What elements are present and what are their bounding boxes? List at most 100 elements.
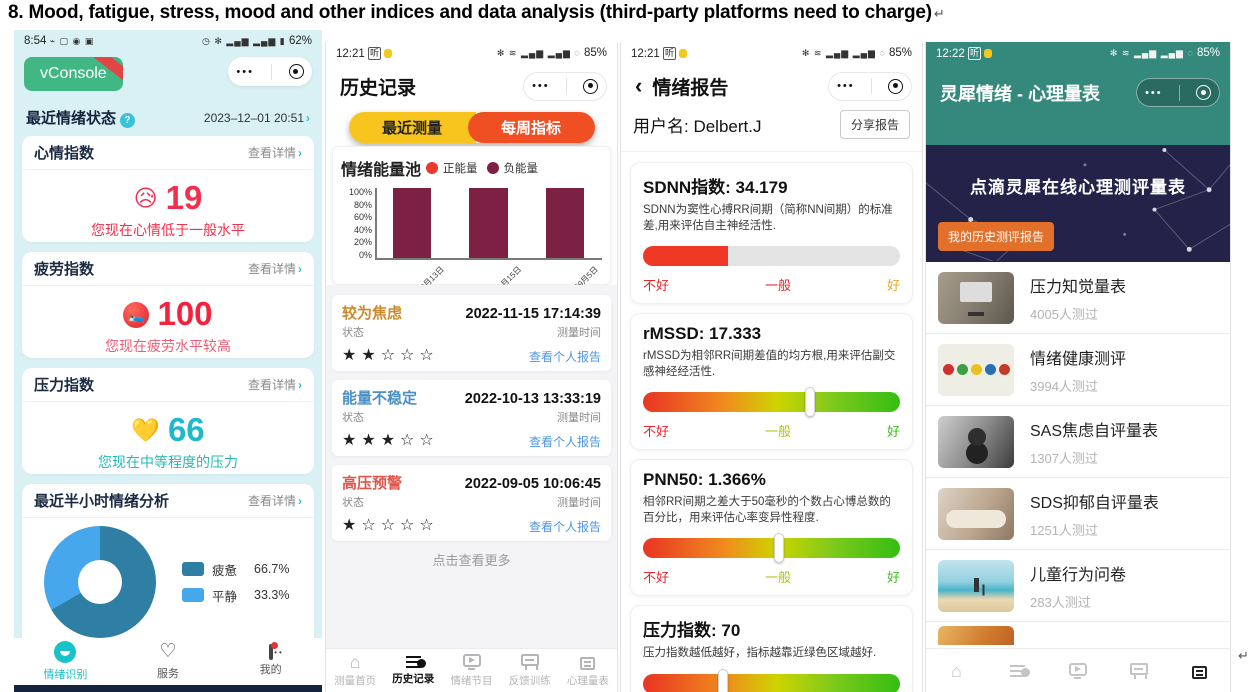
close-circle-icon[interactable] [1195, 85, 1211, 100]
star-rating: ★★☆☆☆ [342, 347, 439, 364]
more-menu-icon[interactable]: ••• [1145, 86, 1163, 99]
view-report-link[interactable]: 查看个人报告 [528, 349, 601, 364]
fatigue-index-card: 疲劳指数 查看详情 › 🛌 100 您现在疲劳水平较高 [22, 252, 314, 358]
help-icon[interactable]: ? [120, 113, 136, 128]
scale-item-partial[interactable] [926, 622, 1230, 645]
panel-emotion-report: 12:21 听 ✻ ≋ ▂▄▆ ▂▄▆ ◌ 85% ‹ 情绪报告 ••• 用户名:… [620, 42, 923, 692]
tab-weekly-index[interactable]: 每周指标 [467, 112, 595, 143]
record-item[interactable]: 较为焦虑 2022-11-15 17:14:39 状态 测量时间 ★★☆☆☆ 查看个人… [332, 295, 611, 371]
chart-legend: 疲惫 66.7% 平静 33.3% [182, 553, 289, 612]
nav-emotion-shows[interactable] [1048, 662, 1109, 679]
section-title: 最近情绪状态? [26, 107, 136, 128]
view-details-link[interactable]: 查看详情 › [247, 494, 302, 508]
legend-label: 疲惫 [212, 563, 238, 578]
scale-list: 压力知觉量表 4005人测过 情绪健康测评 3994人测过 SAS焦虑自评量表 130… [926, 262, 1230, 645]
video-icon [462, 653, 481, 670]
bee-emoji [984, 48, 993, 58]
load-more-link[interactable]: 点击查看更多 [432, 553, 511, 568]
status-label: 状态 [342, 412, 364, 424]
nav-measure-home[interactable]: ⌂ 测量首页 [334, 651, 377, 687]
scale-item[interactable]: SDS抑郁自评量表 1251人测过 [926, 478, 1230, 550]
scale-labels: 不好 一般 好 [643, 278, 900, 294]
bee-emoji [679, 48, 688, 58]
scale-name: SAS焦虑自评量表 [1030, 422, 1159, 440]
record-status: 能量不稳定 [342, 390, 418, 407]
more-menu-icon[interactable]: ••• [837, 80, 855, 92]
status-label: 状态 [342, 327, 364, 339]
scale-name: 压力知觉量表 [1030, 278, 1127, 296]
close-circle-icon[interactable] [887, 78, 903, 94]
emoji-faces-photo [938, 343, 1014, 396]
scale-item[interactable]: 儿童行为问卷 283人测过 [926, 550, 1230, 622]
view-report-link[interactable]: 查看个人报告 [528, 519, 601, 534]
record-status: 高压预警 [342, 475, 403, 492]
nav-psych-scales[interactable]: 心理量表 [559, 649, 617, 692]
status-right-icons: ✻ ≋ ▂▄▆ ▂▄▆ ◌ [496, 48, 581, 58]
nav-emotion-shows[interactable]: 情绪节目 [442, 649, 500, 692]
bee-emoji [384, 48, 393, 58]
metric-card-rmssd: rMSSD: 17.333 rMSSD为相邻RR间期差值的均方根,用来评估副交感… [630, 313, 913, 451]
nav-feedback-training[interactable]: 反馈训练 [501, 649, 559, 692]
record-item[interactable]: 能量不稳定 2022-10-13 13:33:19 状态 测量时间 ★★★☆☆ 查看个… [332, 380, 611, 456]
app-header: 12:22 听 ✻ ≋ ▂▄▆ ▂▄▆ ◌ 85% 灵犀情绪 - 心理量表 ••… [926, 42, 1230, 145]
view-details-link[interactable]: 查看详情 › [247, 378, 302, 392]
share-report-button[interactable]: 分享报告 [839, 110, 910, 139]
miniprogram-capsule: ••• [228, 57, 312, 86]
scale-item[interactable]: 压力知觉量表 4005人测过 [926, 262, 1230, 334]
scale-count: 283人测过 [1030, 594, 1091, 610]
status-time: 8:54 [24, 35, 47, 47]
view-report-link[interactable]: 查看个人报告 [528, 434, 601, 449]
bar-negative-energy [469, 188, 508, 258]
chevron-right-icon: › [298, 378, 302, 392]
sim-icon: 听 [662, 46, 676, 60]
legend-value: 66.7% [254, 562, 290, 576]
more-menu-icon[interactable]: ••• [532, 80, 550, 92]
nav-services[interactable]: ♡ 服务 [157, 641, 179, 681]
heart-sweat-emoji: 💛 [131, 417, 160, 443]
capsule-divider [270, 63, 272, 80]
card-title: 最近半小时情绪分析 [34, 493, 170, 510]
bottom-nav: 情绪识别 ♡服务 我的 [14, 638, 322, 685]
beach-family-photo [938, 559, 1014, 612]
view-details-link[interactable]: 查看详情 › [247, 146, 302, 160]
status-bar: 12:22 听 ✻ ≋ ▂▄▆ ▂▄▆ ◌ 85% [926, 42, 1230, 64]
tab-recent-measure[interactable]: 最近测量 [348, 112, 476, 143]
back-icon[interactable]: ‹ [635, 73, 643, 98]
legend-dot-positive [426, 162, 439, 174]
status-bar: 8:54 ⌁ ▢ ◉ ▣ ◷ ✻ ▂▄▆ ▂▄▆ ▮ 62% [14, 30, 322, 52]
battery-level: 85% [583, 47, 607, 59]
emotion-donut-chart [44, 526, 156, 638]
nav-home[interactable]: ⌂ [926, 662, 987, 680]
view-details-link[interactable]: 查看详情 › [247, 262, 302, 276]
nav-feedback-training[interactable] [1108, 662, 1169, 679]
page-heading: 情绪报告 [652, 77, 729, 99]
nav-history[interactable] [987, 664, 1048, 677]
nav-profile[interactable]: 我的 [219, 638, 322, 685]
desk-workspace-photo [938, 271, 1014, 324]
close-circle-icon[interactable] [288, 64, 304, 79]
history-report-button[interactable]: 我的历史测评报告 [938, 222, 1055, 251]
card-title: 心情指数 [34, 145, 95, 162]
nav-psych-scales[interactable] [1169, 662, 1230, 680]
scale-item[interactable]: 情绪健康测评 3994人测过 [926, 334, 1230, 406]
bar-negative-energy [392, 188, 431, 258]
stress-value: 66 [167, 411, 205, 448]
metric-title: rMSSD: 17.333 [643, 324, 762, 344]
section-timestamp[interactable]: 2023–12–01 20:51 › [203, 110, 310, 125]
scale-item[interactable]: SAS焦虑自评量表 1307人测过 [926, 406, 1230, 478]
close-circle-icon[interactable] [582, 78, 598, 94]
vconsole-button[interactable]: vConsole [24, 57, 123, 91]
metric-title: SDNN指数: 34.179 [643, 178, 788, 197]
history-list-icon [405, 655, 426, 668]
sim-icon: 听 [367, 46, 381, 60]
legend-swatch-calm [182, 588, 204, 602]
more-menu-icon[interactable]: ••• [236, 65, 254, 78]
metric-card-sdnn: SDNN指数: 34.179 SDNN为窦性心搏RR间期（简称NN间期）的标准差… [630, 162, 913, 305]
status-right-icons: ✻ ≋ ▂▄▆ ▂▄▆ ◌ [801, 48, 886, 58]
chevron-right-icon: › [306, 110, 310, 125]
record-item[interactable]: 高压预警 2022-09-05 10:06:45 状态 测量时间 ★☆☆☆☆ 查看个人… [332, 465, 611, 541]
nav-history[interactable]: 历史记录 [384, 649, 442, 692]
nav-emotion-recognition[interactable]: 情绪识别 [14, 638, 117, 685]
time-label: 测量时间 [557, 327, 601, 339]
return-mark: ↵ [933, 6, 945, 21]
